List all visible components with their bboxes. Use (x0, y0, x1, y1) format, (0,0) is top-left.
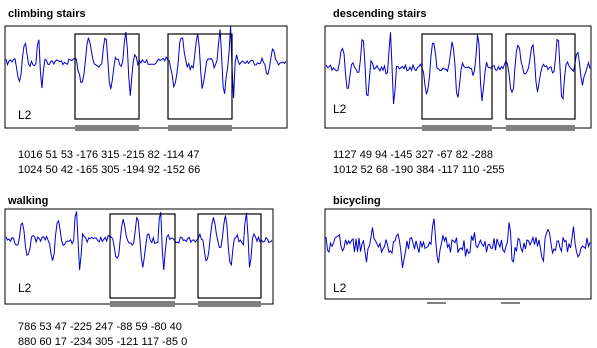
panel-descending-stairs: descending stairs L2 1127 49 94 -145 327… (324, 8, 592, 176)
panel-bicycling: bicycling L2 (324, 195, 592, 304)
code-line: 1012 52 68 -190 384 -117 110 -255 (333, 164, 504, 176)
code-line: 786 53 47 -225 247 -88 59 -80 40 (18, 321, 182, 333)
panel-climbing-stairs: climbing stairs L2 1016 51 53 -176 315 -… (4, 8, 288, 176)
code-line: 1127 49 94 -145 327 -67 82 -288 (333, 149, 493, 161)
analysis-window (197, 213, 262, 299)
channel-label: L2 (333, 102, 347, 116)
analysis-window (74, 33, 140, 120)
channel-label: L2 (18, 108, 32, 122)
channel-label: L2 (333, 281, 347, 295)
plot-frame (4, 25, 288, 129)
code-line: 1016 51 53 -176 315 -215 82 -114 47 (18, 149, 199, 161)
signal-trace (325, 32, 591, 105)
code-line: 880 60 17 -234 305 -121 117 -85 0 (18, 336, 187, 348)
signal-trace (5, 25, 287, 99)
plot-frame (324, 208, 592, 300)
analysis-window (109, 213, 176, 299)
signal-trace (325, 218, 591, 268)
analysis-window (505, 33, 576, 120)
panel-title: climbing stairs (8, 8, 86, 20)
plot-frame (324, 25, 592, 129)
analysis-window (167, 33, 233, 120)
code-line: 1024 50 42 -165 305 -194 92 -152 66 (18, 164, 200, 176)
analysis-window (421, 33, 493, 120)
plot-frame (4, 208, 274, 305)
channel-label: L2 (18, 281, 32, 295)
signal-trace (5, 211, 273, 271)
panel-walking: walking L2 786 53 47 -225 247 -88 59 -80… (4, 195, 274, 348)
panel-title: descending stairs (333, 8, 427, 20)
panel-title: walking (7, 195, 48, 207)
panel-title: bicycling (333, 195, 381, 207)
